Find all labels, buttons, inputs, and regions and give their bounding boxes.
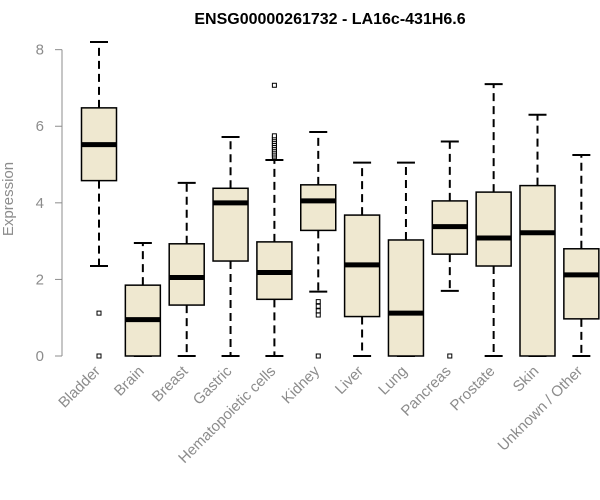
outlier-point <box>447 353 453 359</box>
x-tick-label: Brain <box>111 363 148 400</box>
outlier-point <box>315 303 321 309</box>
y-tick-label: 0 <box>36 348 44 365</box>
box-unknown-other <box>563 153 600 357</box>
box-skin <box>519 113 556 357</box>
box-liver <box>343 161 381 357</box>
box-lung <box>387 161 425 357</box>
iqr-box <box>563 248 600 320</box>
outlier-point <box>96 310 102 316</box>
outlier-point <box>315 308 321 314</box>
iqr-box <box>212 187 249 262</box>
y-tick-label: 2 <box>36 271 44 288</box>
box-gastric <box>212 135 249 357</box>
box-hematopoietic-cells <box>256 82 293 357</box>
x-tick-label: Kidney <box>279 362 324 407</box>
x-tick-label: Bladder <box>55 363 104 412</box>
box-kidney <box>300 130 337 359</box>
y-axis-label: Expression <box>0 162 17 236</box>
y-tick-label: 8 <box>36 42 44 59</box>
outlier-point <box>96 353 102 359</box>
x-tick-label: Breast <box>149 362 192 405</box>
box-brain <box>124 242 162 357</box>
outlier-point <box>315 353 321 359</box>
outlier-point <box>271 82 277 88</box>
box-bladder <box>80 41 118 359</box>
x-tick-label: Skin <box>510 363 543 396</box>
iqr-box <box>519 184 556 357</box>
outlier-point <box>315 299 321 305</box>
box-pancreas <box>431 140 469 359</box>
y-axis: 0 2 4 6 8 <box>36 42 63 365</box>
x-tick-label: Lung <box>375 363 411 399</box>
iqr-box <box>387 239 425 357</box>
iqr-box <box>475 191 512 267</box>
y-tick-label: 4 <box>36 195 44 212</box>
x-tick-label: Prostate <box>447 363 499 415</box>
chart-title: ENSG00000261732 - LA16c-431H6.6 <box>194 11 465 28</box>
box-breast <box>168 181 205 357</box>
y-tick-label: 6 <box>36 118 44 135</box>
x-tick-label: Liver <box>332 363 367 398</box>
iqr-box <box>168 243 205 306</box>
box-prostate <box>475 83 512 357</box>
outlier-point <box>271 133 277 139</box>
iqr-box <box>300 184 337 232</box>
boxes-group <box>80 41 600 359</box>
outlier-point <box>315 312 321 318</box>
